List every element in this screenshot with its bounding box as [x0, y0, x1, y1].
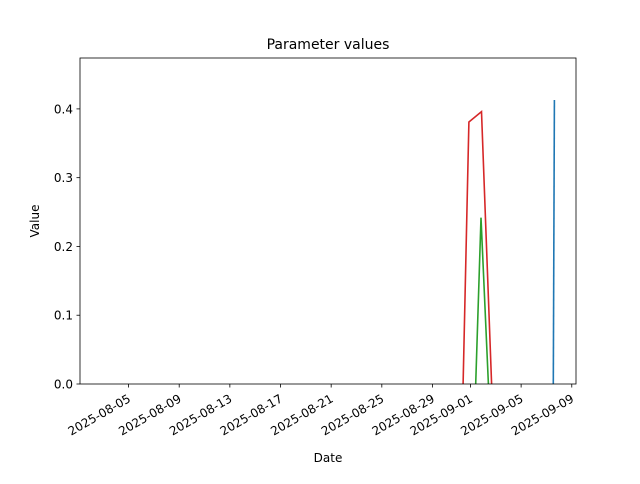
y-tick-label: 0.0: [54, 378, 73, 392]
y-tick-label: 0.2: [54, 240, 73, 254]
series-line-0: [552, 99, 556, 384]
series-layer: [462, 99, 556, 384]
series-line-1: [462, 109, 493, 384]
y-tick-label: 0.4: [54, 102, 73, 116]
x-axis-label: Date: [314, 451, 343, 465]
x-axis: 2025-08-052025-08-092025-08-132025-08-17…: [66, 384, 576, 438]
y-tick-label: 0.1: [54, 309, 73, 323]
series-line-2: [474, 217, 490, 384]
chart-title: Parameter values: [267, 37, 390, 53]
plot-frame: [79, 57, 577, 385]
y-tick-label: 0.3: [54, 171, 73, 185]
y-axis-label: Value: [28, 205, 42, 238]
y-axis: 0.0 0.1 0.2 0.3 0.4: [54, 102, 80, 392]
